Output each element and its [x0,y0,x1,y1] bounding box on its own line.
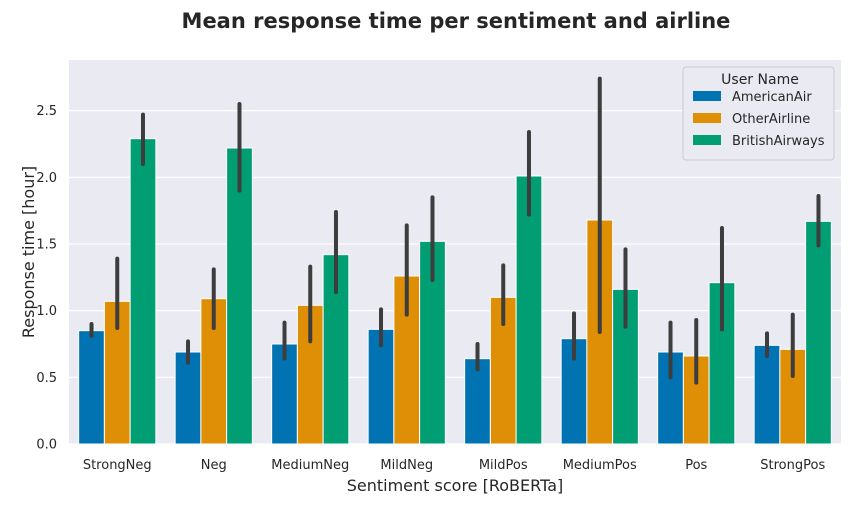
x-tick-label: StrongPos [760,458,825,473]
y-tick-label: 1.5 [36,238,57,253]
x-tick-labels: StrongNeg Neg MediumNeg MildNeg MildPos Mediu… [83,458,826,473]
legend-entry: OtherAirline [732,112,810,127]
y-tick-label: 1.0 [36,304,57,319]
x-axis-label: Sentiment score [RoBERTa] [347,476,564,495]
x-tick-label: MildNeg [380,458,433,473]
bar [174,351,202,445]
legend-title: User Name [721,72,799,88]
chart-title: Mean response time per sentiment and air… [182,9,731,33]
bar [464,358,491,445]
y-axis-label: Response time [hour] [19,166,38,338]
bar [367,328,395,445]
y-tick-labels: 0.0 0.5 1.0 1.5 2.0 2.5 [36,104,57,452]
y-tick-label: 2.0 [36,171,57,186]
bar [226,147,253,445]
x-tick-label: MediumNeg [271,458,349,473]
bar [779,348,807,445]
y-tick-label: 0.0 [36,438,57,453]
legend-entry: BritishAirways [732,134,825,149]
y-tick-label: 0.5 [36,371,57,386]
x-tick-label: Pos [685,458,707,473]
x-tick-label: MediumPos [563,458,637,473]
y-tick-label: 2.5 [36,104,57,119]
legend-swatch [693,113,721,123]
bar [78,330,105,445]
x-tick-label: MildPos [479,458,528,473]
bar [129,138,157,445]
legend-swatch [693,91,721,101]
legend: User Name AmericanAir OtherAirline British… [682,66,835,161]
bar [753,344,781,445]
legend-entry: AmericanAir [732,90,812,105]
x-tick-label: StrongNeg [83,458,152,473]
error-bars [89,76,821,385]
bar [515,175,543,445]
bar [805,220,832,445]
x-tick-label: Neg [201,458,227,473]
legend-swatch [693,135,721,145]
bar [419,240,446,445]
